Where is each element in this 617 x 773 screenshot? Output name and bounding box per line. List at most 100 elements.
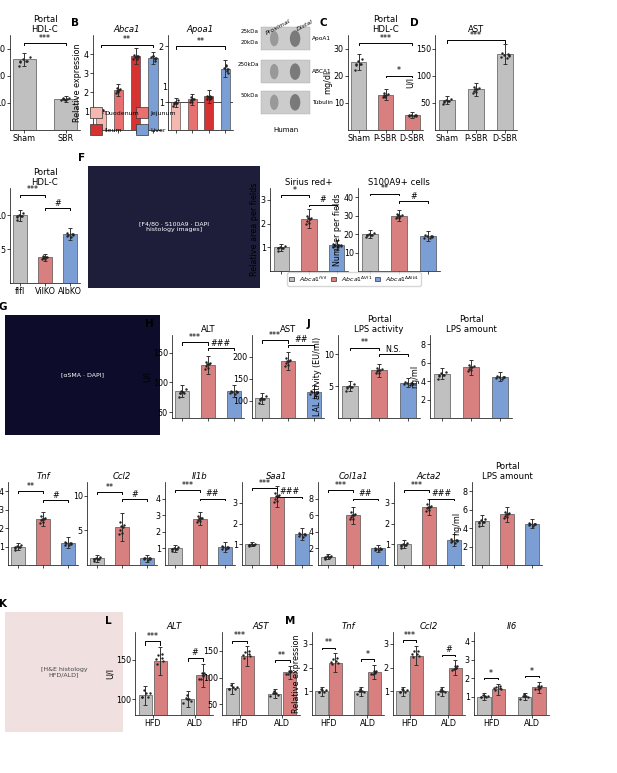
Point <box>373 363 383 376</box>
Text: ***: *** <box>181 481 194 490</box>
Point <box>38 253 48 265</box>
Y-axis label: Relative expression: Relative expression <box>73 43 82 122</box>
Point <box>270 487 280 499</box>
Point <box>436 367 445 380</box>
Point <box>231 385 241 397</box>
Bar <box>468 90 484 130</box>
Point <box>381 88 391 100</box>
Point <box>300 528 310 540</box>
Point <box>310 389 320 401</box>
Point <box>270 687 280 700</box>
Point <box>116 520 126 533</box>
Point <box>397 540 407 552</box>
Point <box>38 250 48 262</box>
Bar <box>63 234 77 283</box>
Text: **: ** <box>196 36 204 46</box>
Bar <box>36 519 50 565</box>
Point <box>194 510 204 523</box>
Point <box>244 645 254 657</box>
Point <box>10 542 20 554</box>
Point <box>148 49 158 62</box>
Point <box>376 363 386 376</box>
Y-axis label: U/l: U/l <box>143 371 151 382</box>
Point <box>202 356 212 368</box>
Point <box>504 507 514 519</box>
Point <box>151 653 161 666</box>
Point <box>366 229 376 241</box>
Point <box>152 657 162 669</box>
Point <box>437 369 447 381</box>
Point <box>133 51 143 63</box>
Text: **: ** <box>278 651 286 659</box>
Text: **: ** <box>123 35 131 44</box>
Text: *: * <box>489 669 493 678</box>
Point <box>446 533 456 546</box>
Point <box>470 84 479 97</box>
Point <box>270 495 280 508</box>
Text: **: ** <box>106 483 114 492</box>
Point <box>178 386 188 399</box>
Point <box>346 513 355 526</box>
Point <box>521 690 531 703</box>
Point <box>38 516 48 528</box>
Point <box>249 539 259 551</box>
Point <box>318 684 328 696</box>
Point <box>187 95 197 107</box>
Point <box>223 541 233 553</box>
Point <box>271 495 281 507</box>
Point <box>367 229 377 241</box>
Point <box>151 55 160 67</box>
Point <box>371 367 381 380</box>
Bar <box>115 527 129 565</box>
Point <box>201 363 210 375</box>
Text: ###: ### <box>431 489 452 499</box>
Point <box>472 83 482 95</box>
Point <box>283 359 292 371</box>
Point <box>62 93 72 105</box>
Title: ALT: ALT <box>167 622 181 632</box>
Text: ###: ### <box>211 339 231 348</box>
Point <box>197 512 207 524</box>
Point <box>372 365 382 377</box>
Text: 250kDa: 250kDa <box>238 62 259 67</box>
Point <box>157 652 167 664</box>
Bar <box>420 236 436 271</box>
Point <box>378 91 387 104</box>
Point <box>395 209 405 222</box>
Point <box>14 60 24 72</box>
Point <box>534 681 544 693</box>
Bar <box>478 696 491 715</box>
Point <box>347 511 357 523</box>
Point <box>178 697 188 710</box>
Point <box>380 90 390 103</box>
Point <box>515 693 525 705</box>
Point <box>167 545 176 557</box>
Point <box>471 86 481 98</box>
Text: ###: ### <box>280 487 300 496</box>
Point <box>366 668 376 680</box>
Point <box>186 91 196 104</box>
Point <box>286 666 296 679</box>
Point <box>203 90 213 103</box>
Point <box>179 386 189 399</box>
Point <box>470 83 480 95</box>
Ellipse shape <box>290 30 300 47</box>
Point <box>376 543 386 555</box>
Point <box>67 228 77 240</box>
Point <box>379 90 389 102</box>
Bar <box>245 544 259 565</box>
Bar <box>396 691 409 715</box>
Point <box>305 388 315 400</box>
Point <box>285 666 295 679</box>
Point <box>281 352 291 365</box>
Point <box>14 541 23 553</box>
Point <box>67 230 77 243</box>
Bar <box>218 547 232 565</box>
Point <box>12 210 22 223</box>
Point <box>495 682 505 694</box>
Text: ***: *** <box>39 34 51 43</box>
Point <box>132 53 142 66</box>
Point <box>499 371 509 383</box>
Bar <box>307 392 321 444</box>
Point <box>504 49 514 62</box>
